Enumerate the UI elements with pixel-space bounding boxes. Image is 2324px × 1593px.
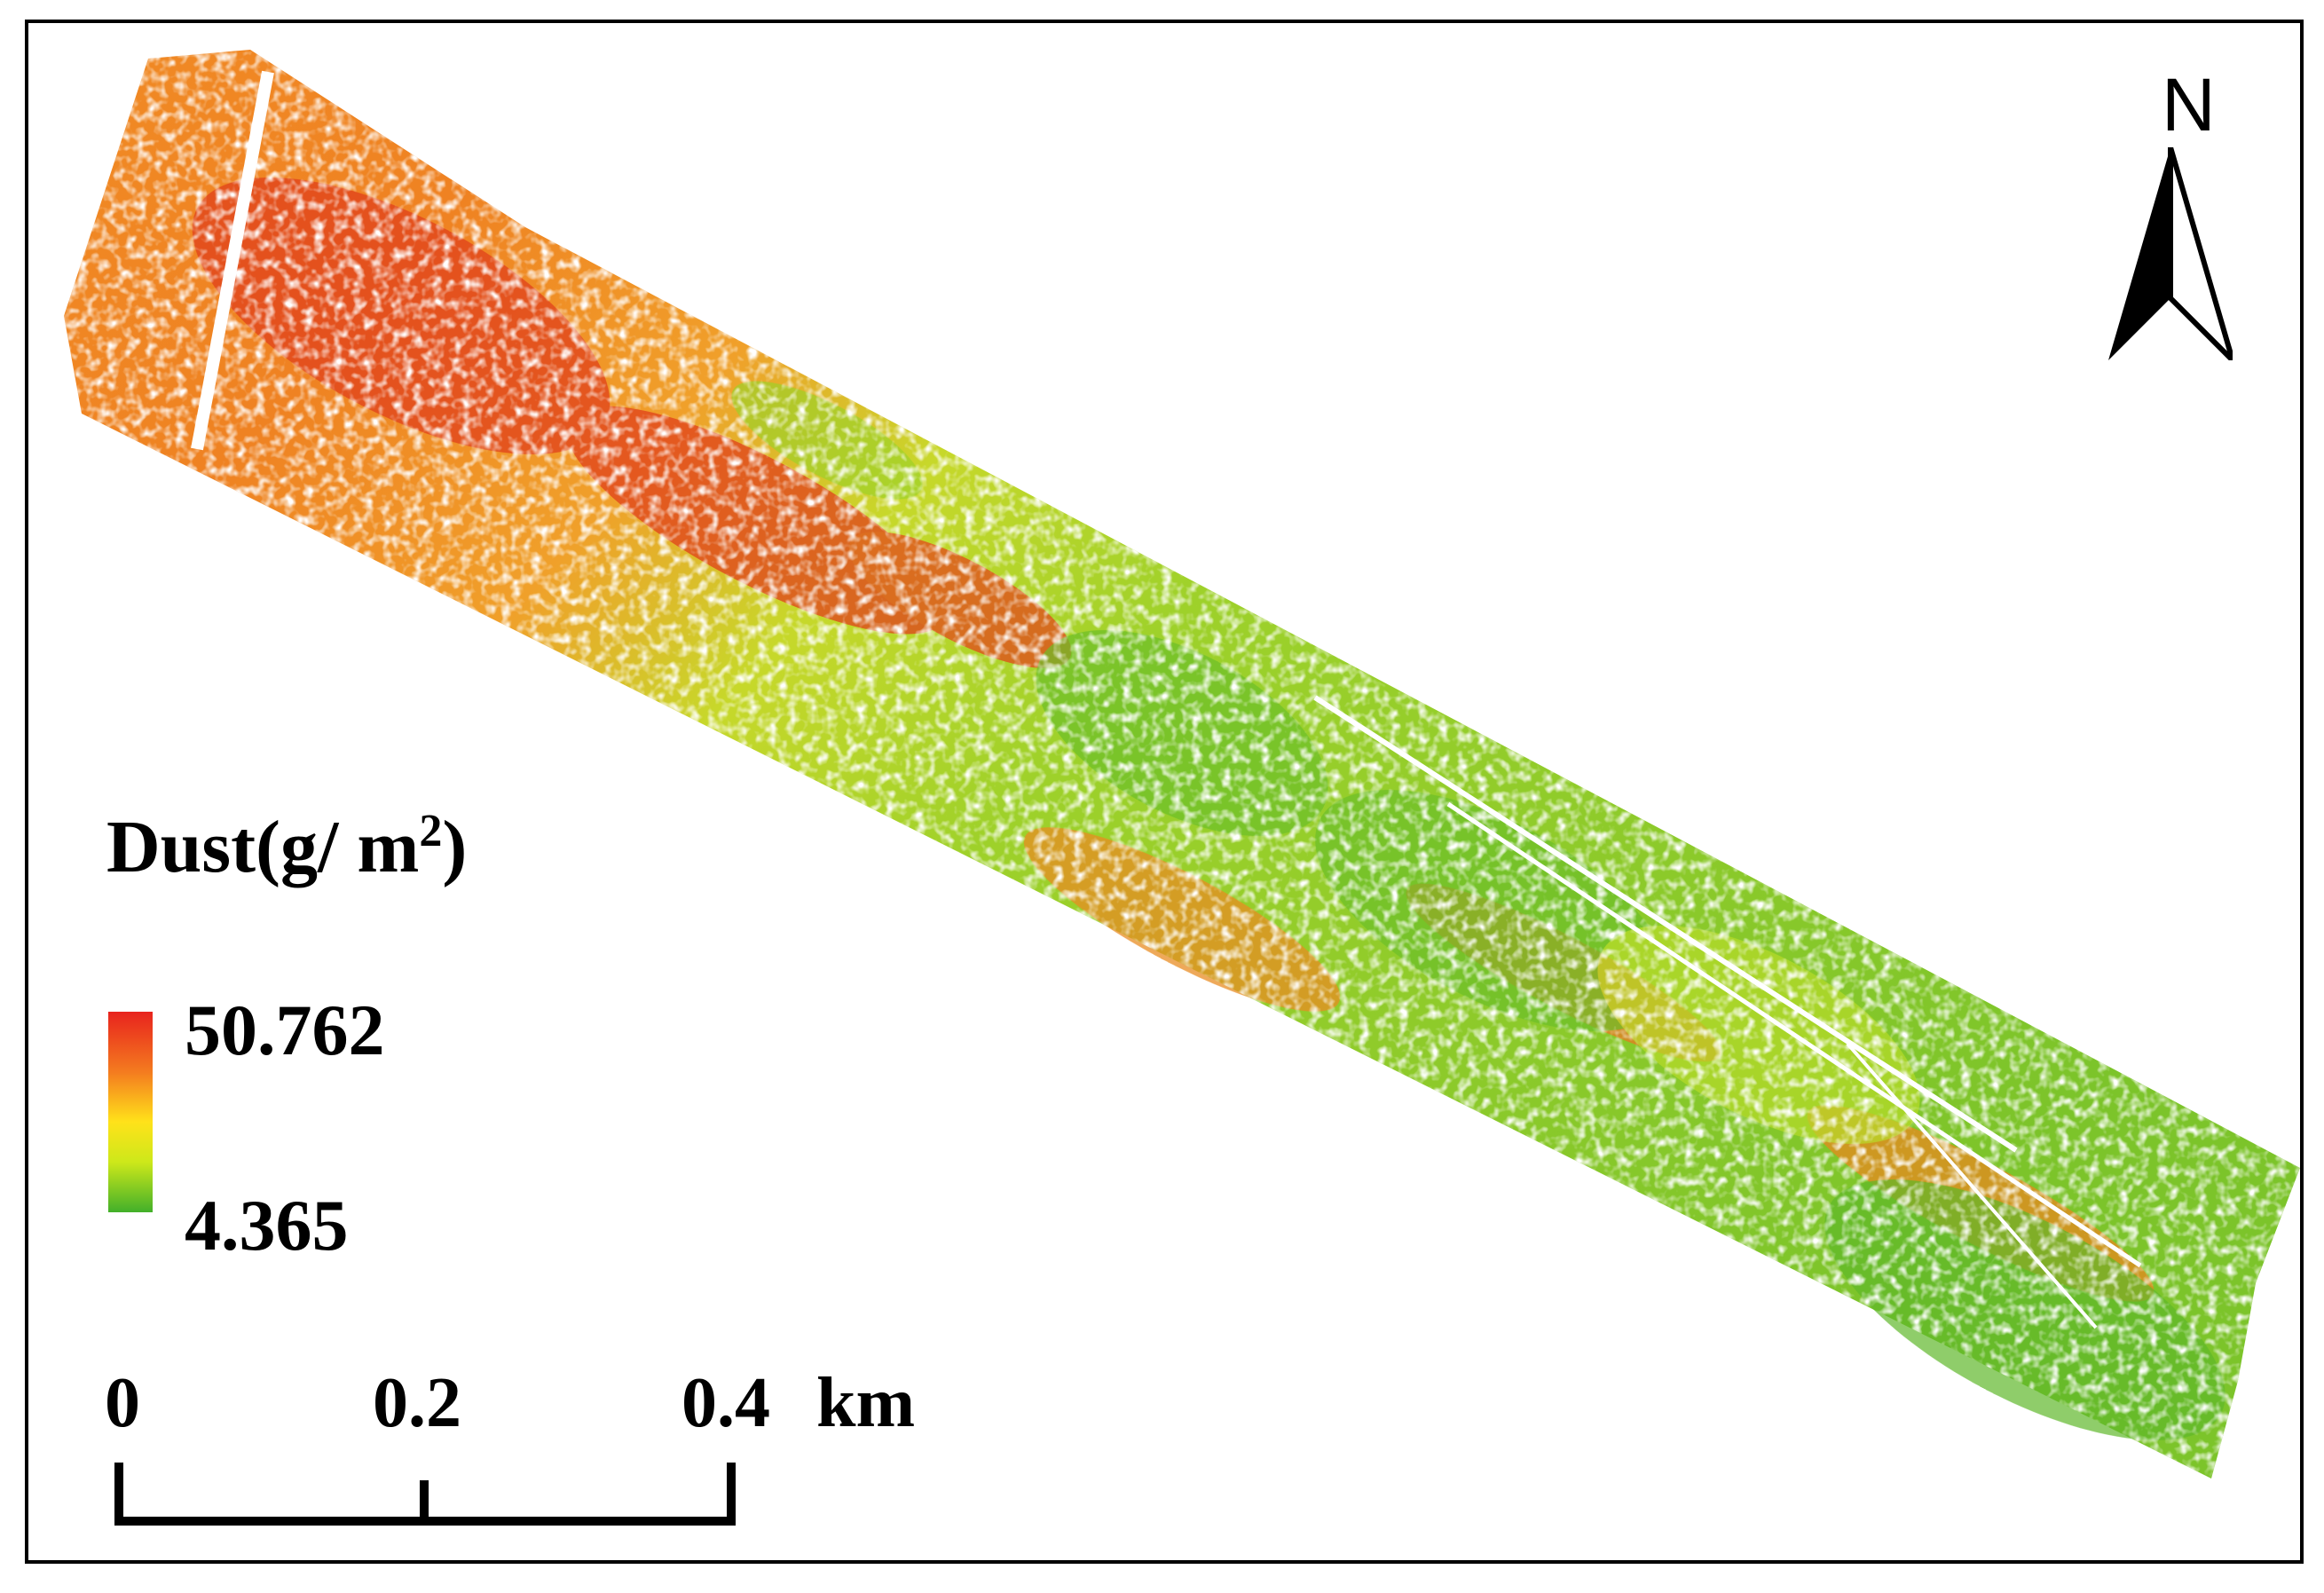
road-lines <box>191 70 2142 1329</box>
scale-label-2: 0.4 <box>681 1364 770 1442</box>
legend-title: Dust(g/ m2) <box>106 806 468 888</box>
map-frame: N Dust(g/ m2) 50.762 4.365 0 0.2 0.4 km <box>25 20 2304 1564</box>
legend-max-label: 50.762 <box>185 990 385 1070</box>
north-arrow-icon <box>2108 147 2233 360</box>
dust-map <box>64 50 2300 1479</box>
scale-label-0: 0 <box>105 1364 140 1442</box>
color-ramp <box>108 1012 153 1212</box>
scale-label-1: 0.2 <box>373 1364 461 1442</box>
scale-bar <box>114 1463 736 1526</box>
scale-unit: km <box>816 1364 916 1442</box>
legend-min-label: 4.365 <box>185 1185 349 1266</box>
north-label: N <box>2162 63 2216 146</box>
